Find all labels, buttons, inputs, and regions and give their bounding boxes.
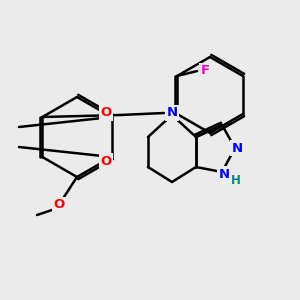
- Text: N: N: [167, 106, 178, 119]
- Text: O: O: [100, 106, 111, 119]
- Text: H: H: [231, 173, 241, 187]
- Text: O: O: [100, 154, 111, 167]
- Text: N: N: [231, 142, 243, 154]
- Text: N: N: [218, 167, 230, 181]
- Text: O: O: [53, 199, 64, 212]
- Text: F: F: [200, 64, 210, 77]
